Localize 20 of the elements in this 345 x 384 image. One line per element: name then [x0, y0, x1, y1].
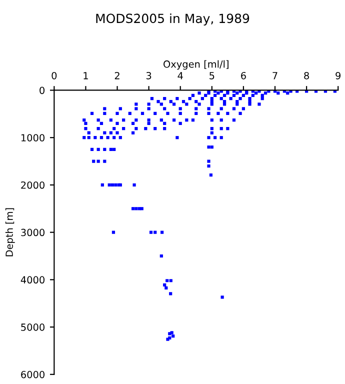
y-tick-label: 6000 — [21, 370, 44, 378]
y-tick-label: 0 — [40, 86, 44, 94]
x-tick-label: 4 — [178, 72, 183, 80]
chart-title: MODS2005 in May, 1989 — [96, 13, 250, 26]
y-tick-label: 2000 — [21, 181, 44, 189]
y-tick-label: 4000 — [20, 276, 44, 284]
x-tick-label: 0 — [52, 72, 57, 80]
y-axis-title: Depth [m] — [5, 208, 15, 256]
x-tick-label: 2 — [114, 72, 120, 80]
x-tick-label: 7 — [272, 72, 278, 80]
x-tick-label: 9 — [336, 72, 341, 80]
x-axis-title: Oxygen [ml/l] — [164, 60, 228, 70]
x-tick-label: 1 — [84, 72, 88, 80]
x-tick-label: 5 — [210, 72, 214, 80]
x-tick-label: 6 — [241, 72, 246, 80]
y-tick-label: 5000 — [21, 324, 44, 331]
x-tick-label: 3 — [146, 72, 152, 80]
y-tick-label: 3000 — [21, 228, 44, 236]
x-tick-label: 8 — [304, 72, 309, 80]
y-tick-label: 1000 — [21, 134, 44, 142]
